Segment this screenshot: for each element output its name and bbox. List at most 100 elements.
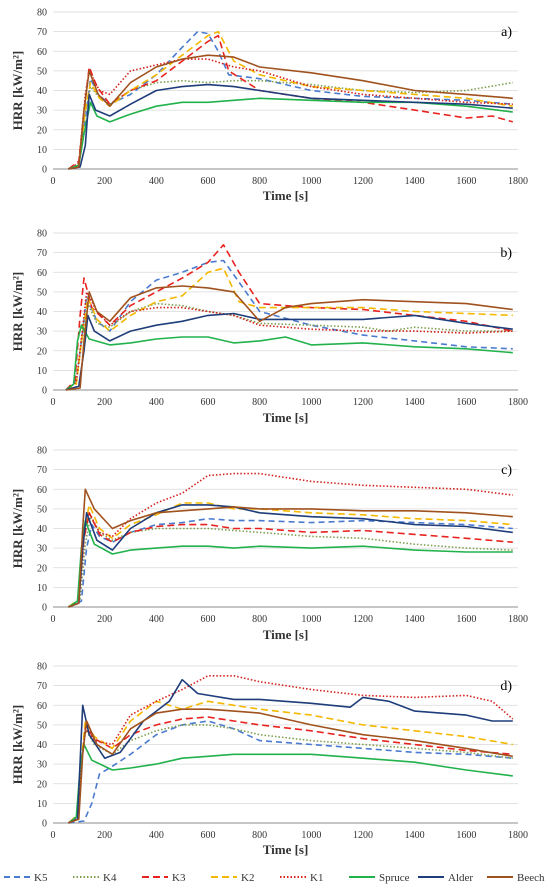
series-line-k2 bbox=[67, 700, 513, 824]
y-tick-label: 30 bbox=[37, 544, 47, 555]
legend-label-spruce: Spruce bbox=[379, 872, 410, 884]
y-tick-label: 30 bbox=[37, 760, 47, 771]
x-tick-label: 1800 bbox=[508, 397, 528, 408]
y-tick-label: 20 bbox=[37, 346, 47, 357]
y-tick-label: 50 bbox=[37, 720, 47, 731]
x-tick-label: 1600 bbox=[456, 830, 476, 841]
x-axis-title: Time [s] bbox=[263, 627, 309, 642]
x-tick-label: 800 bbox=[252, 614, 267, 625]
x-tick-label: 1400 bbox=[405, 397, 425, 408]
series-line-spruce bbox=[68, 97, 513, 170]
series-line-k5 bbox=[68, 720, 513, 824]
y-tick-label: 10 bbox=[37, 366, 47, 377]
x-tick-label: 200 bbox=[97, 397, 112, 408]
y-tick-label: 50 bbox=[37, 66, 47, 77]
legend: K5 K4 K3 K2 K1 Spruce Alder Beech bbox=[4, 872, 545, 884]
legend-label-k1: K1 bbox=[310, 872, 323, 884]
x-tick-label: 400 bbox=[149, 176, 164, 187]
legend-label-k5: K5 bbox=[34, 872, 48, 884]
x-tick-label: 1000 bbox=[301, 397, 321, 408]
y-axis-title: HRR [kW/m²] bbox=[10, 51, 25, 130]
x-tick-label: 200 bbox=[97, 614, 112, 625]
x-tick-label: 1000 bbox=[301, 830, 321, 841]
y-tick-label: 20 bbox=[37, 563, 47, 574]
series-line-k4 bbox=[68, 79, 513, 170]
y-tick-label: 60 bbox=[37, 701, 47, 712]
series-line-alder bbox=[65, 312, 513, 391]
y-tick-label: 0 bbox=[42, 819, 47, 830]
x-tick-label: 600 bbox=[201, 176, 216, 187]
y-tick-label: 0 bbox=[42, 165, 47, 176]
x-tick-label: 1400 bbox=[405, 176, 425, 187]
y-tick-label: 0 bbox=[42, 386, 47, 397]
legend-label-alder: Alder bbox=[448, 872, 473, 884]
x-tick-label: 1200 bbox=[353, 397, 373, 408]
x-tick-label: 1800 bbox=[508, 614, 528, 625]
y-tick-label: 80 bbox=[37, 8, 47, 19]
x-tick-label: 1000 bbox=[301, 614, 321, 625]
y-tick-label: 10 bbox=[37, 145, 47, 156]
y-tick-label: 40 bbox=[37, 307, 47, 318]
series-line-spruce bbox=[68, 519, 513, 608]
series-line-k2 bbox=[68, 30, 513, 170]
x-tick-label: 0 bbox=[51, 830, 56, 841]
series-line-beech bbox=[68, 54, 513, 170]
y-tick-label: 10 bbox=[37, 799, 47, 810]
x-tick-label: 1400 bbox=[405, 830, 425, 841]
y-tick-label: 60 bbox=[37, 268, 47, 279]
x-tick-label: 600 bbox=[201, 830, 216, 841]
x-tick-label: 1200 bbox=[353, 830, 373, 841]
series-line-k1 bbox=[65, 291, 513, 391]
x-tick-label: 1000 bbox=[301, 176, 321, 187]
series-line-spruce bbox=[65, 324, 513, 391]
x-tick-label: 800 bbox=[252, 397, 267, 408]
panel-label: b) bbox=[500, 246, 512, 261]
y-tick-label: 70 bbox=[37, 465, 47, 476]
y-tick-label: 80 bbox=[37, 229, 47, 240]
y-tick-label: 40 bbox=[37, 524, 47, 535]
x-tick-label: 400 bbox=[149, 830, 164, 841]
series-line-k4 bbox=[67, 724, 513, 824]
x-tick-label: 0 bbox=[51, 176, 56, 187]
y-tick-label: 20 bbox=[37, 779, 47, 790]
legend-label-k3: K3 bbox=[172, 872, 186, 884]
series-line-k4 bbox=[65, 302, 513, 391]
series-line-k3 bbox=[68, 511, 513, 608]
series-line-alder bbox=[68, 678, 513, 824]
x-tick-label: 400 bbox=[149, 397, 164, 408]
y-tick-label: 30 bbox=[37, 106, 47, 117]
x-tick-label: 0 bbox=[51, 614, 56, 625]
series-line-beech bbox=[68, 488, 513, 608]
panel-label: d) bbox=[500, 679, 512, 694]
y-tick-label: 60 bbox=[37, 47, 47, 58]
y-tick-label: 50 bbox=[37, 504, 47, 515]
series-line-k1 bbox=[68, 472, 513, 608]
y-tick-label: 70 bbox=[37, 681, 47, 692]
y-tick-label: 40 bbox=[37, 86, 47, 97]
legend-label-beech: Beech bbox=[517, 872, 545, 884]
y-tick-label: 30 bbox=[37, 327, 47, 338]
series-line-beech bbox=[65, 285, 513, 391]
x-axis-title: Time [s] bbox=[263, 842, 309, 857]
x-tick-label: 800 bbox=[252, 830, 267, 841]
x-tick-label: 1200 bbox=[353, 176, 373, 187]
y-tick-label: 10 bbox=[37, 583, 47, 594]
panel-label: c) bbox=[501, 463, 512, 478]
y-axis-title: HRR [kW/m²] bbox=[10, 705, 25, 784]
y-tick-label: 20 bbox=[37, 125, 47, 136]
x-axis-title: Time [s] bbox=[263, 410, 309, 425]
legend-label-k4: K4 bbox=[103, 872, 117, 884]
series-line-k4 bbox=[68, 515, 513, 608]
y-axis-title: HRR [kW/m²] bbox=[10, 272, 25, 351]
x-tick-label: 1200 bbox=[353, 614, 373, 625]
series-line-k5 bbox=[65, 259, 513, 391]
x-tick-label: 200 bbox=[97, 176, 112, 187]
y-tick-label: 50 bbox=[37, 287, 47, 298]
x-tick-label: 1400 bbox=[405, 614, 425, 625]
x-tick-label: 1800 bbox=[508, 830, 528, 841]
y-tick-label: 40 bbox=[37, 740, 47, 751]
